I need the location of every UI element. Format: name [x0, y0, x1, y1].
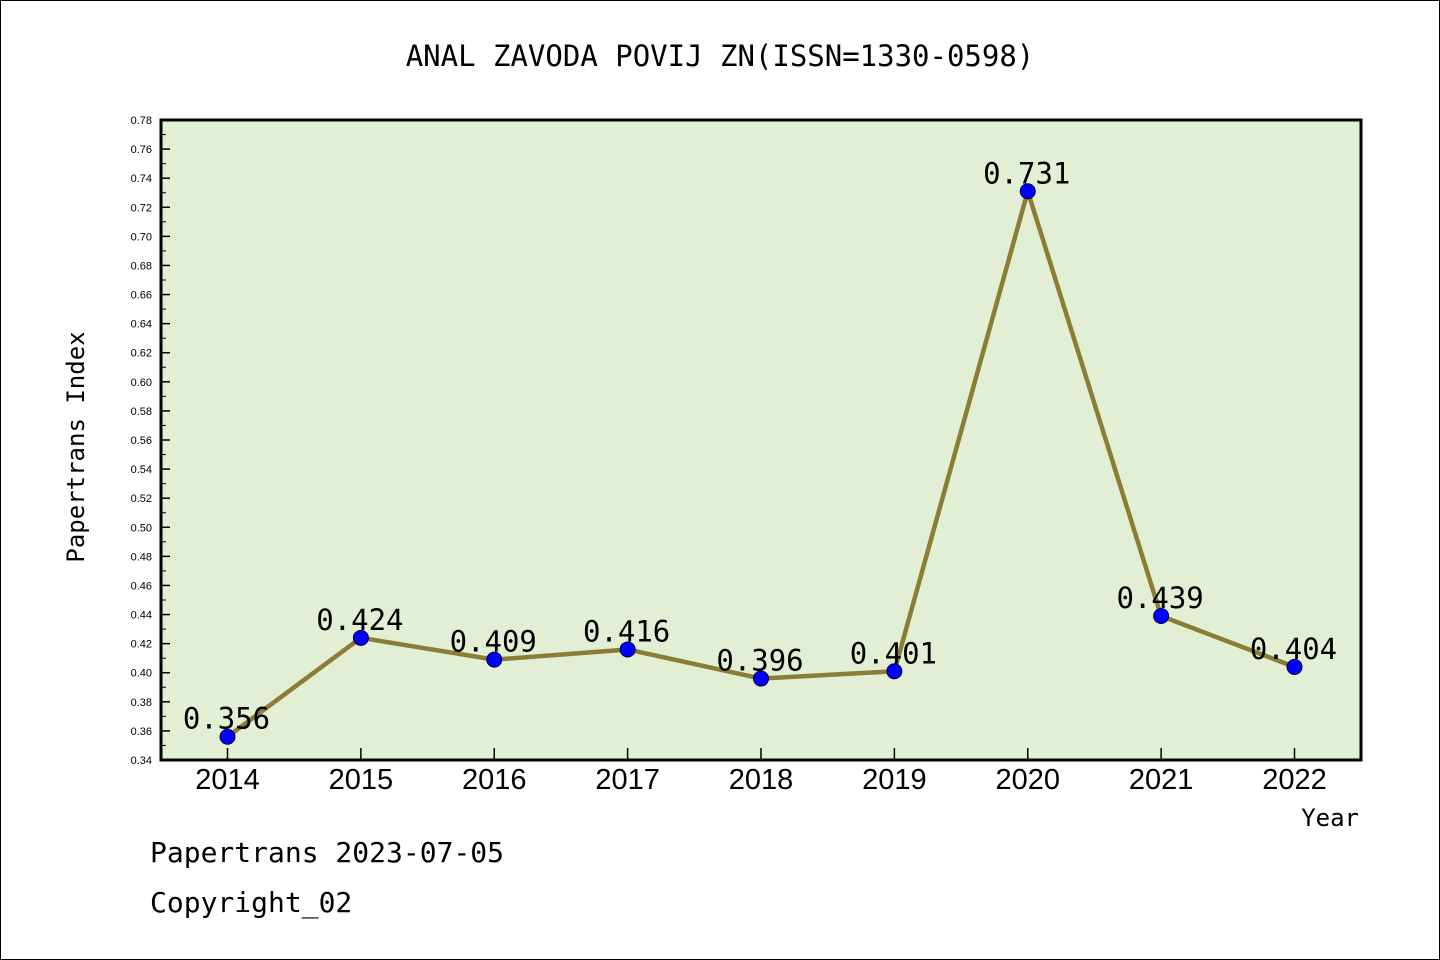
series-group: 0.356 0.424 0.409 0.416 0.396 0.401 0.731 0.439… [183, 156, 1337, 745]
y-tick-label: 0.70 [131, 231, 152, 243]
data-point [753, 670, 769, 687]
y-tick-label: 0.72 [131, 202, 152, 214]
y-tick-label: 0.56 [131, 435, 152, 447]
y-tick-label: 0.62 [131, 348, 152, 360]
x-tick-label: 2021 [1129, 764, 1194, 796]
x-tick-label: 2017 [595, 764, 660, 796]
y-tick-label: 0.50 [131, 522, 152, 534]
y-tick-label: 0.74 [131, 173, 152, 185]
y-tick-label: 0.34 [131, 755, 152, 767]
x-axis: 2014 2015 2016 2017 2018 2019 2020 2021 2022 [195, 748, 1327, 796]
chart-title: ANAL ZAVODA POVIJ ZN(ISSN=1330-0598) [406, 39, 1035, 73]
source-date-text: Papertrans 2023-07-05 [150, 836, 505, 869]
y-tick-label: 0.36 [131, 726, 152, 738]
y-tick-label: 0.38 [131, 697, 152, 709]
data-label: 0.409 [450, 625, 537, 659]
y-tick-label: 0.52 [131, 493, 152, 505]
data-point [486, 651, 503, 668]
data-label: 0.401 [850, 636, 937, 670]
x-tick-label: 2019 [862, 764, 927, 796]
data-label: 0.439 [1116, 581, 1203, 615]
y-tick-label: 0.60 [131, 377, 152, 389]
plot-area [159, 118, 1363, 762]
y-tick-label: 0.68 [131, 260, 152, 272]
y-tick-label: 0.46 [131, 580, 152, 592]
x-tick-label: 2014 [195, 764, 260, 796]
y-tick-label: 0.40 [131, 668, 152, 680]
x-tick-label: 2018 [729, 764, 794, 796]
data-label: 0.424 [316, 603, 403, 637]
data-point [619, 641, 636, 658]
data-label: 0.404 [1250, 632, 1337, 666]
y-tick-label: 0.76 [131, 144, 152, 156]
data-point [1153, 608, 1170, 624]
x-tick-label: 2022 [1262, 764, 1327, 796]
data-point [352, 629, 369, 646]
y-tick-label: 0.42 [131, 639, 152, 651]
x-tick-label: 2016 [462, 764, 527, 796]
y-axis: 0.34 0.36 0.38 0.40 0.42 0.44 0.46 0.48 0.50 0.52… [131, 115, 170, 767]
y-tick-label: 0.66 [131, 290, 152, 302]
copyright-text: Copyright_02 [150, 886, 353, 919]
data-point [1019, 183, 1036, 200]
y-tick-label: 0.48 [131, 551, 152, 563]
data-point [1286, 658, 1303, 675]
y-axis-label: Papertrans Index [62, 331, 90, 562]
data-label: 0.396 [716, 644, 803, 678]
y-tick-label: 0.64 [131, 319, 152, 331]
data-label: 0.416 [583, 614, 670, 648]
data-point [886, 663, 903, 680]
x-tick-label: 2020 [995, 764, 1060, 796]
data-label: 0.731 [983, 156, 1070, 190]
data-point [219, 728, 236, 745]
y-tick-label: 0.54 [131, 464, 152, 476]
y-tick-label: 0.44 [131, 610, 152, 622]
data-label: 0.356 [183, 702, 270, 736]
x-tick-label: 2015 [329, 764, 394, 796]
y-tick-label: 0.58 [131, 406, 152, 418]
y-tick-label: 0.78 [131, 115, 152, 127]
x-axis-label: Year [1301, 804, 1359, 832]
